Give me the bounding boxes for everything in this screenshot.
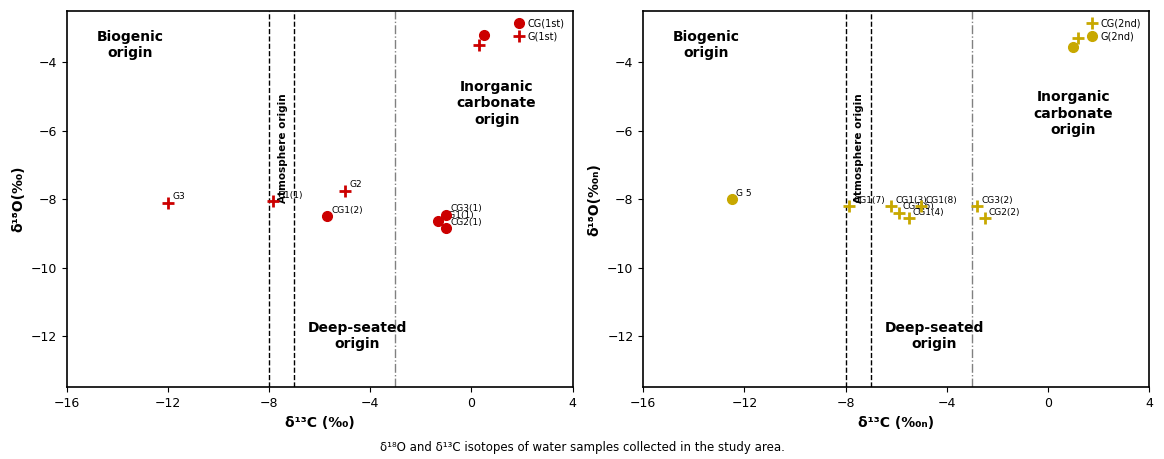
Text: Biogenic
origin: Biogenic origin (97, 30, 163, 61)
Text: CG1(4): CG1(4) (913, 207, 944, 217)
X-axis label: δ¹³C (‰ₙ): δ¹³C (‰ₙ) (858, 415, 935, 430)
Text: CG2(1): CG2(1) (450, 218, 482, 227)
Text: Inorganic
carbonate
origin: Inorganic carbonate origin (1034, 90, 1113, 137)
Text: CG1(1): CG1(1) (442, 211, 475, 220)
Text: CG1(3): CG1(3) (895, 196, 927, 205)
X-axis label: δ¹³C (‰): δ¹³C (‰) (285, 415, 355, 430)
Text: G3: G3 (172, 192, 185, 201)
Legend: CG(2nd), G(2nd): CG(2nd), G(2nd) (1084, 16, 1144, 45)
Text: G 5: G 5 (736, 189, 752, 198)
Text: Deep-seated
origin: Deep-seated origin (308, 321, 407, 351)
Text: CG1(6): CG1(6) (903, 202, 935, 212)
Text: CG3(1): CG3(1) (450, 204, 482, 213)
Y-axis label: δ¹⁸O(‰ₙ): δ¹⁸O(‰ₙ) (588, 163, 602, 235)
Y-axis label: δ¹⁸O(‰): δ¹⁸O(‰) (12, 166, 26, 232)
Text: CG1(8): CG1(8) (925, 196, 957, 205)
Text: Atmosphere origin: Atmosphere origin (278, 93, 288, 203)
Text: Atmosphere origin: Atmosphere origin (854, 93, 865, 203)
Text: Inorganic
carbonate
origin: Inorganic carbonate origin (456, 80, 537, 127)
Text: CG2(2): CG2(2) (988, 207, 1021, 217)
Text: Biogenic
origin: Biogenic origin (673, 30, 740, 61)
Text: CG3(2): CG3(2) (981, 196, 1013, 205)
Legend: CG(1st), G(1st): CG(1st), G(1st) (511, 16, 568, 45)
Text: Deep-seated
origin: Deep-seated origin (885, 321, 984, 351)
Text: G1(1): G1(1) (277, 190, 303, 200)
Text: G2: G2 (349, 180, 362, 189)
Text: CG1(2): CG1(2) (332, 206, 363, 215)
Text: CG1(7): CG1(7) (853, 196, 885, 205)
Text: δ¹⁸O and δ¹³C isotopes of water samples collected in the study area.: δ¹⁸O and δ¹³C isotopes of water samples … (379, 442, 785, 454)
